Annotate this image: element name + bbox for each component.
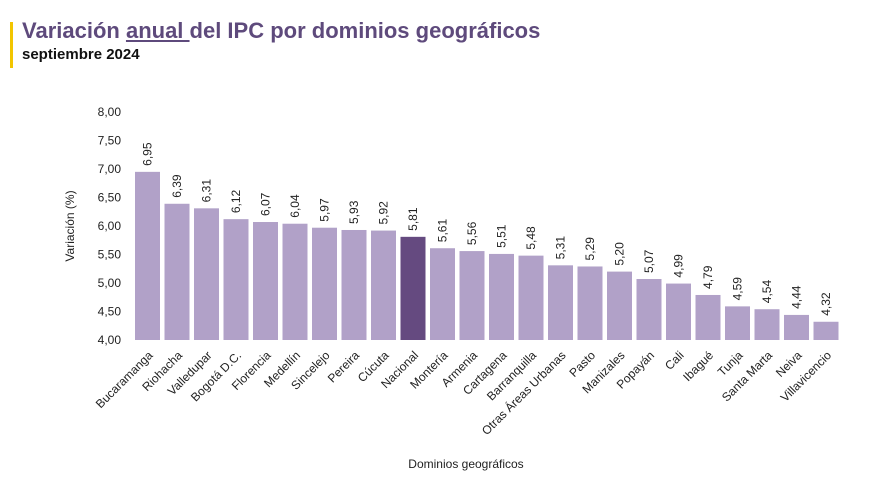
data-label: 5,29 xyxy=(583,237,597,261)
y-tick-label: 5,50 xyxy=(98,248,122,262)
data-label: 6,39 xyxy=(170,174,184,198)
data-label: 5,20 xyxy=(613,242,627,266)
data-label: 4,59 xyxy=(731,277,745,301)
x-tick-label: Ibagué xyxy=(680,348,716,384)
data-label: 5,92 xyxy=(377,201,391,225)
bar-pasto xyxy=(577,266,603,340)
bar-manizales xyxy=(607,271,632,340)
chart-title: Variación anual del IPC por dominios geo… xyxy=(22,18,541,43)
bar-popayán xyxy=(636,279,662,340)
data-label: 5,56 xyxy=(465,221,479,245)
bar-pereira xyxy=(341,229,367,340)
chart-subtitle: septiembre 2024 xyxy=(22,46,140,63)
x-axis-label: Dominios geográficos xyxy=(408,457,523,471)
bar-nacional xyxy=(400,236,426,340)
data-label: 5,61 xyxy=(436,219,450,243)
data-label: 6,12 xyxy=(229,189,243,213)
data-label: 4,54 xyxy=(760,280,774,304)
bar-santa-marta xyxy=(754,309,780,340)
data-label: 5,81 xyxy=(406,207,420,231)
bar-valledupar xyxy=(194,208,219,340)
y-tick-label: 4,50 xyxy=(98,305,122,319)
bar-bucaramanga xyxy=(135,171,160,340)
bar-villavicencio xyxy=(813,321,839,340)
y-tick-label: 4,00 xyxy=(98,333,122,347)
bar-florencia xyxy=(253,222,278,340)
bar-bogotá-d-c- xyxy=(223,219,249,340)
y-tick-label: 5,00 xyxy=(98,276,122,290)
data-label: 4,99 xyxy=(672,254,686,278)
y-tick-label: 7,50 xyxy=(98,134,122,148)
data-label: 5,07 xyxy=(642,249,656,273)
y-tick-label: 6,00 xyxy=(98,219,122,233)
bar-riohacha xyxy=(164,203,190,340)
data-label: 5,51 xyxy=(495,224,509,248)
data-label: 6,04 xyxy=(288,194,302,218)
bar-tunja xyxy=(725,306,750,340)
x-tick-label: Pereira xyxy=(325,348,362,385)
data-label: 6,07 xyxy=(259,192,273,216)
bar-cúcuta xyxy=(371,230,396,340)
y-tick-label: 8,00 xyxy=(98,105,122,119)
data-label: 6,31 xyxy=(200,179,214,203)
bar-sincelejo xyxy=(312,227,337,340)
bar-medellín xyxy=(282,223,308,340)
data-label: 5,93 xyxy=(347,200,361,224)
y-tick-label: 7,00 xyxy=(98,162,122,176)
bar-barranquilla xyxy=(518,255,544,340)
bar-armenia xyxy=(459,251,485,340)
accent-bar xyxy=(10,22,13,68)
bar-neiva xyxy=(784,314,809,340)
x-tick-label: Cali xyxy=(662,348,687,373)
data-label: 6,95 xyxy=(141,142,155,166)
data-label: 4,79 xyxy=(701,265,715,289)
data-label: 4,32 xyxy=(819,292,833,316)
bar-montería xyxy=(430,248,455,340)
y-tick-label: 6,50 xyxy=(98,191,122,205)
data-label: 5,31 xyxy=(554,236,568,260)
y-axis-label: Variación (%) xyxy=(63,190,77,261)
bar-otras-áreas-urbanas xyxy=(548,265,573,340)
data-label: 5,97 xyxy=(318,198,332,222)
bar-cartagena xyxy=(489,253,514,340)
data-label: 5,48 xyxy=(524,226,538,250)
bar-cali xyxy=(666,283,691,340)
data-label: 4,44 xyxy=(790,285,804,309)
bar-ibagué xyxy=(695,294,721,340)
